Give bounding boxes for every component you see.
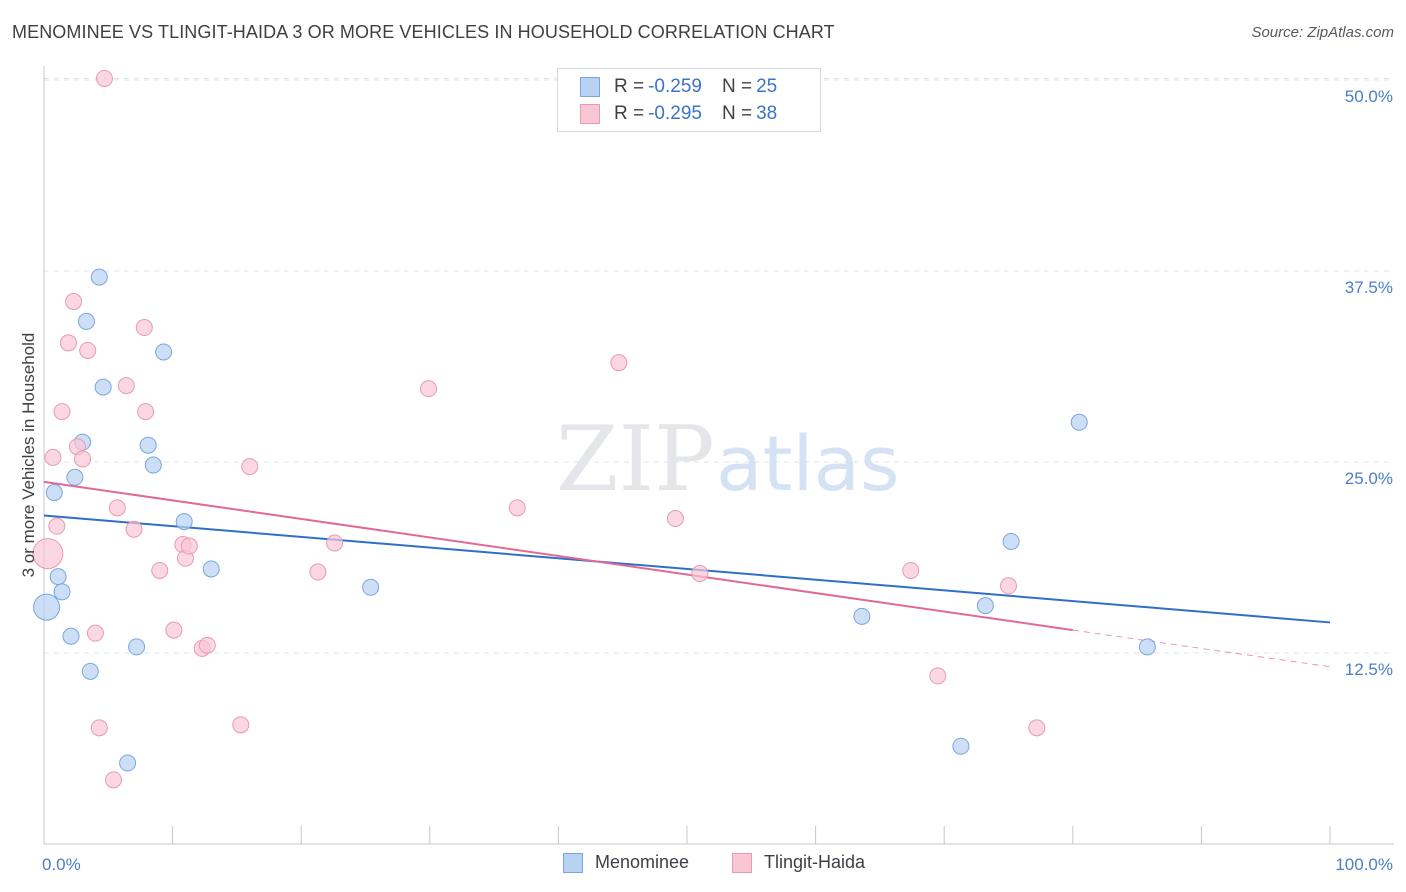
point-tlingit-haida: [691, 565, 709, 583]
point-menominee: [53, 583, 71, 601]
point-tlingit-haida: [666, 510, 684, 528]
label-layer: 12.5% 25.0% 37.5% 50.0% 0.0% 100.0% 3 or more …: [19, 87, 1393, 874]
point-tlingit-haida: [420, 380, 438, 398]
point-tlingit-haida: [79, 341, 97, 359]
point-tlingit-haida: [53, 403, 71, 421]
legend-swatch-menominee: [580, 77, 600, 97]
point-menominee: [45, 484, 63, 502]
point-tlingit-haida: [59, 334, 77, 352]
chart-title: MENOMINEE VS TLINGIT-HAIDA 3 OR MORE VEH…: [12, 22, 835, 42]
point-tlingit-haida: [108, 499, 126, 517]
point-tlingit-haida: [1028, 719, 1046, 737]
legend-r-value-tlingit: -0.295: [648, 103, 702, 124]
trend-line-tlingit-haida-extrapolated: [1072, 629, 1331, 668]
point-tlingit-haida: [198, 636, 216, 654]
point-menominee: [81, 662, 99, 680]
point-tlingit-haida: [44, 448, 62, 466]
legend-r-value-menominee: -0.259: [648, 76, 702, 97]
x-tick-label: 100.0%: [1335, 855, 1393, 874]
point-tlingit-haida: [117, 377, 135, 395]
point-tlingit-haida: [508, 499, 526, 517]
point-tlingit-haida: [326, 534, 344, 552]
legend-n-value-tlingit: 38: [756, 103, 778, 124]
axis-layer: [43, 66, 1394, 845]
point-menominee: [853, 607, 871, 625]
point-menominee: [66, 468, 84, 486]
point-tlingit-haida: [137, 403, 155, 421]
point-menominee: [1002, 532, 1020, 550]
stats-legend: R = -0.259 N = 25 R = -0.295 N = 38: [557, 68, 821, 132]
point-menominee: [1070, 413, 1088, 431]
point-tlingit-haida: [65, 293, 83, 311]
point-menominee: [90, 268, 108, 286]
point-tlingit-haida: [232, 716, 250, 734]
point-tlingit-haida: [151, 561, 169, 579]
y-tick-label: 25.0%: [1345, 469, 1393, 488]
point-tlingit-haida: [74, 450, 92, 468]
point-tlingit-haida: [125, 520, 143, 538]
point-menominee: [94, 378, 112, 396]
series-legend-tlingit: Tlingit-Haida: [732, 852, 865, 873]
point-tlingit-haida: [86, 624, 104, 642]
point-menominee: [1138, 638, 1156, 656]
y-tick-label: 50.0%: [1345, 87, 1393, 106]
point-menominee: [175, 513, 193, 531]
point-menominee: [119, 754, 137, 772]
point-menominee: [155, 343, 173, 361]
y-tick-label: 12.5%: [1345, 660, 1393, 679]
y-tick-label: 37.5%: [1345, 278, 1393, 297]
point-menominee: [952, 737, 970, 755]
grid-layer: [44, 77, 1394, 654]
point-tlingit-haida: [180, 537, 198, 555]
x-tick-label: 0.0%: [42, 855, 81, 874]
legend-n-label: N =: [721, 103, 753, 124]
point-tlingit-haida: [1000, 577, 1017, 595]
point-tlingit-haida: [95, 69, 113, 87]
trend-layer: [43, 480, 1331, 668]
point-menominee: [362, 578, 380, 596]
point-tlingit-haida: [241, 458, 259, 476]
point-menominee: [202, 560, 220, 578]
series-label-menominee: Menominee: [595, 852, 690, 872]
point-tlingit-haida: [135, 319, 153, 337]
point-tlingit-haida: [610, 354, 628, 372]
point-tlingit-haida: [929, 667, 947, 685]
point-menominee: [139, 436, 157, 454]
watermark: ZIP atlas: [556, 407, 900, 512]
watermark-atlas: atlas: [716, 419, 900, 508]
series-legend: Menominee Tlingit-Haida: [0, 852, 1406, 878]
point-tlingit-haida: [48, 517, 66, 535]
watermark-zip: ZIP: [556, 407, 715, 512]
point-menominee: [49, 568, 67, 586]
legend-n-label: N =: [721, 76, 753, 97]
point-layer: [32, 69, 1156, 789]
legend-row-menominee: R = -0.259 N = 25: [580, 75, 777, 99]
point-menominee: [62, 627, 80, 645]
legend-r-label: R =: [614, 103, 645, 124]
point-tlingit-haida: [165, 621, 183, 639]
legend-swatch-tlingit: [580, 104, 600, 124]
point-menominee: [33, 593, 61, 621]
series-swatch-tlingit: [732, 852, 752, 873]
point-menominee: [144, 456, 162, 474]
point-tlingit-haida: [902, 561, 920, 579]
trend-line-menominee: [43, 514, 1331, 624]
point-tlingit-haida: [32, 538, 64, 570]
point-tlingit-haida: [90, 719, 108, 737]
trend-line-tlingit-haida: [43, 480, 1073, 632]
y-axis-label: 3 or more Vehicles in Household: [19, 333, 38, 578]
series-label-tlingit: Tlingit-Haida: [764, 852, 866, 872]
point-menominee: [77, 312, 95, 330]
point-menominee: [976, 597, 994, 615]
point-tlingit-haida: [104, 771, 122, 789]
legend-n-value-menominee: 25: [756, 76, 778, 97]
point-tlingit-haida: [309, 563, 327, 581]
legend-r-label: R =: [614, 76, 645, 97]
point-menominee: [128, 638, 146, 656]
series-swatch-menominee: [563, 852, 583, 873]
series-legend-menominee: Menominee: [563, 852, 689, 873]
legend-row-tlingit: R = -0.295 N = 38: [580, 102, 777, 126]
source-label: Source: ZipAtlas.com: [1251, 24, 1394, 41]
